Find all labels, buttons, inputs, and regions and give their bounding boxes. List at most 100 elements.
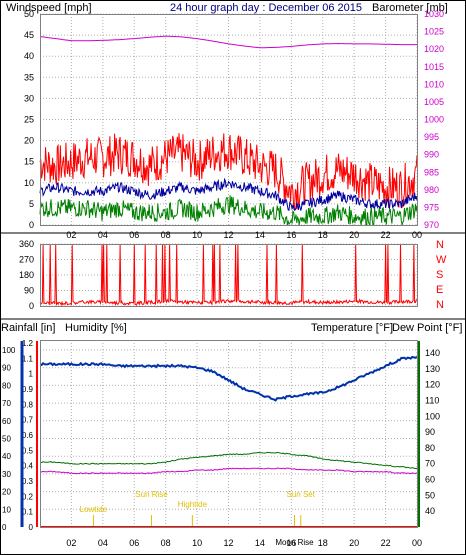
wind-axis-label: Windspeed [mph]: [6, 2, 92, 14]
wind-direction-series-line: [39, 243, 418, 307]
compass-label: E: [436, 284, 443, 296]
rain-tick-label: 1: [29, 370, 34, 379]
panel1-plot-area: [40, 14, 418, 226]
barometer-tick-label: 995: [424, 132, 439, 142]
wind-tick-label: 35: [24, 72, 34, 82]
panel1-x-tick-label: 14: [255, 230, 265, 240]
panel1-x-tick-label: 04: [98, 230, 108, 240]
panel3-x-tick-label: 02: [66, 538, 76, 548]
humidity-tick-label: 100: [2, 346, 16, 355]
panel3-x-tick-label: 00: [412, 538, 422, 548]
rain-tick-label: 0.5: [22, 446, 34, 455]
rain-tick-label: 0.1: [22, 508, 34, 517]
temperature-tick-label: 120: [425, 380, 440, 390]
temperature-tick-label: 110: [425, 395, 439, 405]
humidity-series-line: [39, 355, 418, 402]
panel1-x-tick-label: 08: [161, 230, 171, 240]
rain-tick-label: 0.7: [22, 416, 34, 425]
rain-tick-label: 0: [29, 523, 34, 532]
panel1-x-tick-label: 06: [129, 230, 139, 240]
compass-label: W: [436, 254, 447, 266]
panel3-x-labels: 02 04 06 08 10 12 14 16 18 20 22 00: [66, 538, 422, 548]
rain-tick-label: 0.9: [22, 385, 34, 394]
temperature-tick-label: 130: [425, 364, 440, 374]
wind-tick-label: 40: [24, 51, 34, 61]
wind-tick-label: 10: [24, 178, 34, 188]
temperature-tick-label: 100: [425, 411, 440, 421]
compass-label: S: [436, 269, 443, 281]
panel1-x-tick-label: 22: [381, 230, 391, 240]
event-label: Moon Rise: [275, 538, 314, 547]
panel2-grid: [40, 243, 418, 307]
panel1-ticks: 0510152025303540455097097598098599099510…: [24, 9, 444, 230]
temperature-tick-label: 80: [425, 443, 435, 453]
panel1-x-tick-label: 10: [192, 230, 202, 240]
rain-tick-label: 1.2: [22, 339, 34, 348]
wind-tick-label: 20: [24, 136, 34, 146]
humidity-tick-label: 0: [2, 523, 7, 532]
barometer-tick-label: 1005: [424, 97, 444, 107]
panel1-x-tick-label: 00: [412, 230, 422, 240]
temperature-series-line: [39, 451, 418, 470]
panel3-x-tick-label: 12: [223, 538, 233, 548]
direction-tick-label: 180: [19, 270, 34, 280]
wind-tick-label: 5: [29, 199, 34, 209]
wind_gust-series-line: [39, 133, 418, 211]
panel3-x-tick-label: 06: [129, 538, 139, 548]
panel1-x-tick-label: 02: [66, 230, 76, 240]
humidity-tick-label: 90: [2, 364, 11, 373]
compass-label: N: [436, 299, 444, 311]
panel3-ticks: 0 10 20 30 40 50 60 70 80 90 100 0 0.1 0.2 0.3 0.4 0.5 0.…: [2, 339, 440, 532]
wind-tick-label: 50: [24, 9, 34, 19]
direction-tick-label: 360: [19, 239, 34, 249]
panel2-plot-area: [40, 244, 418, 307]
wind-tick-label: 15: [24, 157, 34, 167]
barometer-tick-label: 1015: [424, 62, 444, 72]
panel1-x-tick-label: 18: [318, 230, 328, 240]
temperature-axis-label: Temperature [°F]: [311, 322, 393, 334]
panel3-x-tick-label: 18: [318, 538, 328, 548]
panel3-x-tick-label: 14: [255, 538, 265, 548]
panel3-plot-area: [40, 340, 418, 528]
humidity-tick-label: 50: [2, 435, 11, 444]
panel3-x-tick-label: 16: [286, 538, 296, 548]
wind_avg-series-line: [39, 177, 418, 211]
temperature-tick-label: 60: [425, 475, 435, 485]
panel3-x-tick-label: 20: [349, 538, 359, 548]
temperature-tick-label: 50: [425, 490, 435, 500]
rain-tick-label: 1.1: [22, 354, 34, 363]
dewpoint-axis-label: Dew Point [°F]: [392, 322, 462, 334]
barometer-tick-label: 1030: [424, 9, 444, 19]
humidity-tick-label: 40: [2, 452, 11, 461]
humidity-tick-label: 20: [2, 488, 11, 497]
barometer-tick-label: 1020: [424, 44, 444, 54]
humidity-tick-label: 70: [2, 399, 11, 408]
humidity-axis-label: Humidity [%]: [65, 322, 127, 334]
panel3-grid: [40, 340, 418, 528]
barometer-tick-label: 1025: [424, 27, 444, 37]
panel1-x-tick-label: 20: [349, 230, 359, 240]
panel2-series: [39, 243, 418, 307]
panel3-x-tick-label: 08: [161, 538, 171, 548]
wind-tick-label: 0: [29, 220, 34, 230]
event-label: Sun Rise: [135, 490, 168, 499]
barometer-axis-label: Barometer [mb]: [372, 2, 448, 14]
panel3-events: Lowtide Sun Rise Hightide Sun Set Moon Rise: [80, 490, 316, 547]
panel2-ticks: 0 90 180 270 360: [19, 239, 34, 311]
panel3-x-tick-label: 04: [98, 538, 108, 548]
barometer-tick-label: 1010: [424, 79, 444, 89]
barometer-tick-label: 990: [424, 150, 439, 160]
panel1-x-tick-label: 16: [286, 230, 296, 240]
barometer-tick-label: 985: [424, 167, 439, 177]
direction-tick-label: 270: [19, 255, 34, 265]
temperature-tick-label: 90: [425, 427, 435, 437]
panel3-x-tick-label: 10: [192, 538, 202, 548]
rain-tick-label: 0.4: [22, 462, 34, 471]
compass-label: N: [436, 239, 444, 251]
rainfall-axis-label: Rainfall [in]: [1, 322, 55, 334]
wind-tick-label: 45: [24, 30, 34, 40]
event-label: Sun Set: [287, 490, 316, 499]
direction-tick-label: 0: [29, 301, 34, 311]
